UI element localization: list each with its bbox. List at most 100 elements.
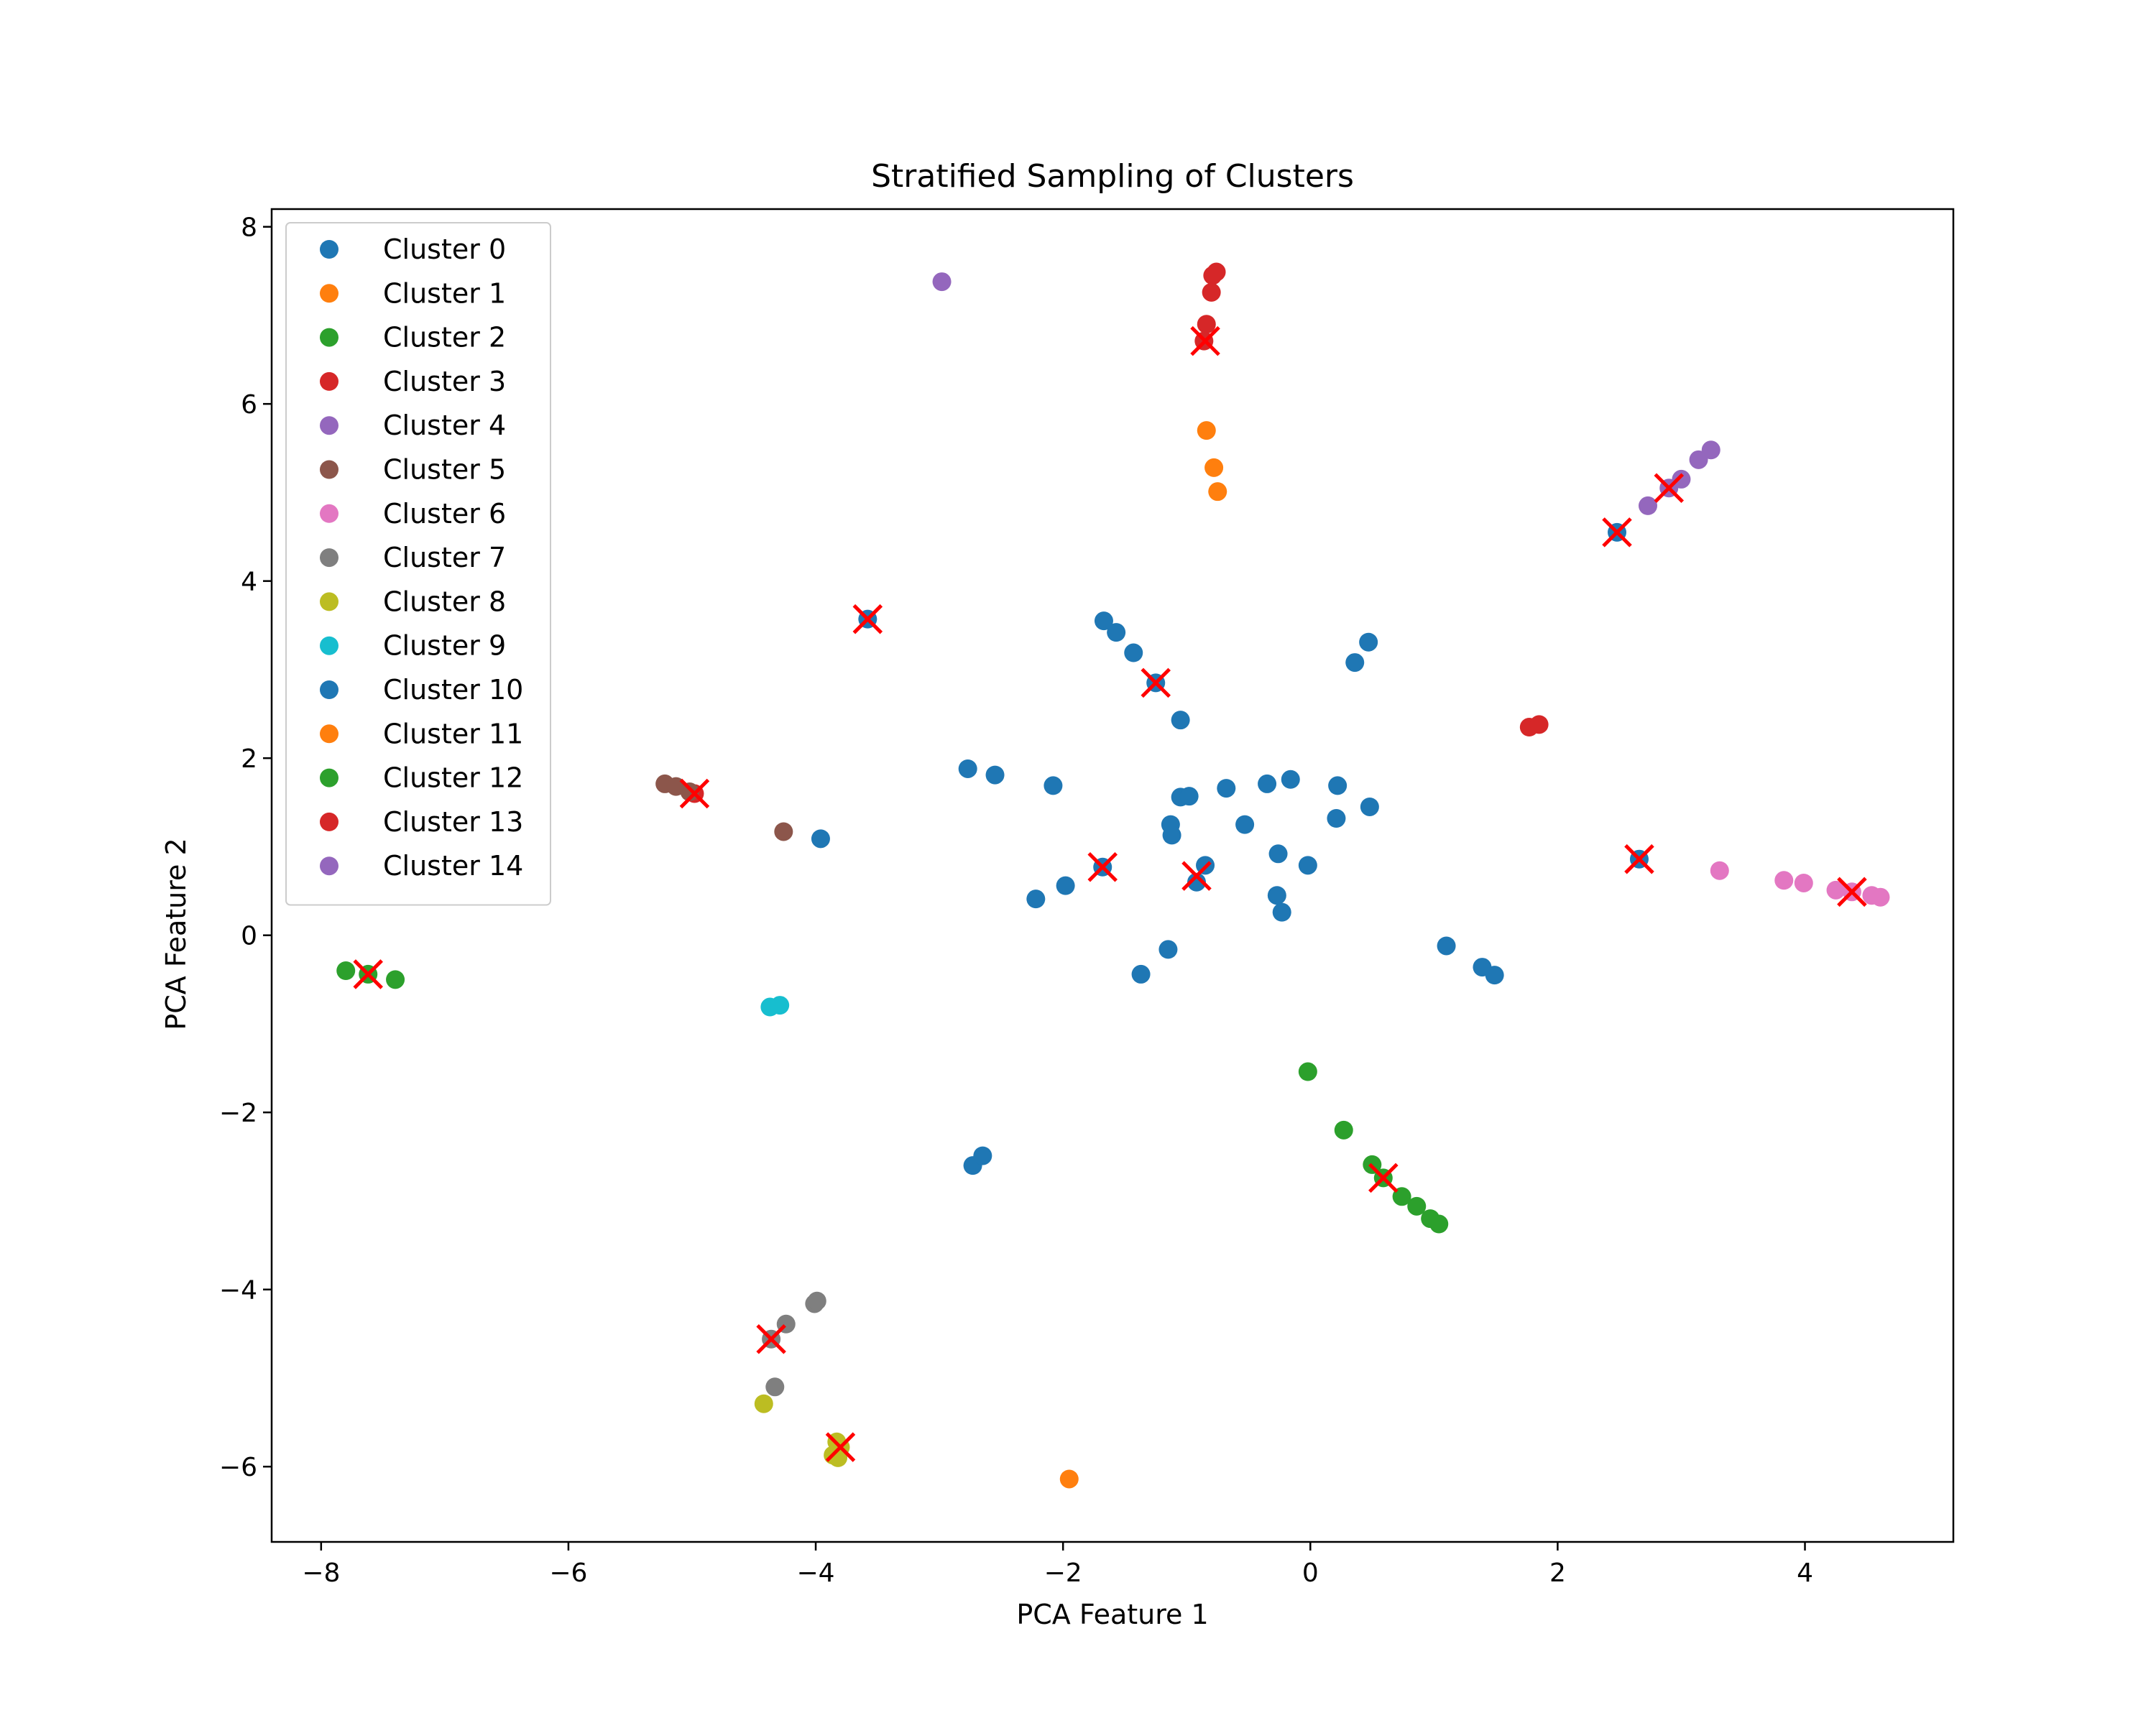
y-tick-label: 6 — [241, 390, 257, 420]
legend-label: Cluster 4 — [383, 410, 506, 441]
sampled-point-marker — [1837, 877, 1867, 907]
data-point — [1298, 1062, 1317, 1081]
data-point — [1485, 966, 1504, 985]
data-point — [1059, 1469, 1079, 1489]
sampled-point-marker — [1181, 861, 1212, 891]
legend-label: Cluster 5 — [383, 454, 506, 486]
sampled-point-marker — [1141, 667, 1171, 698]
x-tick-label: −4 — [797, 1558, 835, 1588]
data-point — [1202, 282, 1221, 302]
data-point — [1360, 797, 1379, 816]
legend-marker — [320, 812, 338, 831]
sampled-point-marker — [1624, 844, 1654, 874]
legend-marker — [320, 460, 338, 479]
y-tick-label: 0 — [241, 922, 257, 951]
data-point — [1179, 787, 1199, 806]
chart-title: Stratified Sampling of Clusters — [871, 158, 1354, 195]
data-point — [1272, 902, 1291, 922]
data-point — [1217, 779, 1236, 798]
legend-label: Cluster 2 — [383, 322, 506, 354]
sampled-point-marker — [1190, 325, 1220, 356]
data-point — [1429, 1214, 1449, 1234]
data-point — [1203, 266, 1222, 285]
sampled-point-marker — [825, 1432, 856, 1462]
data-point — [1171, 711, 1190, 730]
legend-marker — [320, 856, 338, 876]
data-point — [770, 996, 790, 1015]
data-point — [1826, 880, 1846, 900]
data-point — [1298, 856, 1317, 875]
legend-marker — [320, 416, 338, 435]
legend-marker — [320, 680, 338, 699]
y-tick-label: −6 — [219, 1453, 257, 1482]
data-point — [1407, 1196, 1427, 1216]
legend-label: Cluster 1 — [383, 277, 506, 309]
legend-marker — [320, 548, 338, 568]
legend-label: Cluster 3 — [383, 366, 506, 397]
x-tick-label: −2 — [1044, 1558, 1082, 1588]
data-point — [1235, 815, 1255, 834]
y-axis-ticks: −6 −4 −2 0 2 4 6 8 — [219, 213, 272, 1482]
data-point — [1162, 826, 1181, 845]
data-point — [973, 1146, 992, 1165]
data-point — [1672, 469, 1691, 489]
legend-label: Cluster 10 — [383, 674, 523, 706]
legend-label: Cluster 13 — [383, 806, 523, 838]
data-point — [1056, 876, 1075, 895]
x-tick-label: 4 — [1797, 1558, 1813, 1588]
legend-frame — [285, 222, 551, 906]
data-point — [985, 765, 1005, 785]
legend-label: Cluster 9 — [383, 630, 506, 662]
sampled-point-marker — [852, 604, 883, 634]
data-point — [1204, 458, 1224, 477]
data-point — [1327, 809, 1346, 828]
data-point — [1529, 715, 1549, 734]
plot-frame — [270, 208, 1955, 1543]
legend-marker — [320, 768, 338, 787]
data-point — [807, 1291, 826, 1311]
data-point — [386, 970, 405, 989]
data-point — [1345, 653, 1365, 673]
x-axis-ticks: −8 −6 −4 −2 0 2 4 — [302, 1542, 1813, 1588]
data-point — [1124, 643, 1143, 662]
sampled-point-marker — [1368, 1163, 1399, 1193]
data-point — [1208, 482, 1227, 502]
data-point — [1268, 844, 1288, 864]
data-point — [1794, 873, 1813, 892]
data-point — [774, 822, 793, 841]
x-axis-label: PCA Feature 1 — [1016, 1599, 1208, 1630]
data-point — [1359, 632, 1378, 652]
legend-label: Cluster 8 — [383, 586, 506, 617]
data-point — [1267, 886, 1286, 905]
data-point — [1197, 421, 1216, 440]
x-tick-label: 0 — [1302, 1558, 1319, 1588]
y-axis-label: PCA Feature 2 — [160, 838, 192, 1030]
data-point — [1107, 623, 1126, 642]
legend-label: Cluster 7 — [383, 542, 506, 573]
y-tick-label: 8 — [241, 213, 257, 243]
data-point — [1187, 872, 1206, 892]
data-point — [1258, 774, 1277, 793]
legend-marker — [320, 284, 338, 303]
data-point — [811, 829, 830, 849]
data-point — [932, 272, 952, 292]
y-tick-label: −4 — [219, 1276, 257, 1306]
legend-label: Cluster 0 — [383, 234, 506, 265]
data-point — [336, 961, 356, 980]
data-point — [1437, 936, 1456, 956]
data-point — [1281, 770, 1300, 789]
data-point — [1774, 871, 1794, 890]
legend-marker — [320, 592, 338, 611]
legend-marker — [320, 240, 338, 259]
data-point — [754, 1394, 773, 1413]
sampled-point-marker — [1602, 517, 1632, 547]
x-tick-label: 2 — [1549, 1558, 1566, 1588]
data-point — [1701, 440, 1720, 460]
data-point — [1158, 940, 1178, 959]
sampled-point-marker — [1654, 473, 1685, 504]
data-point — [1131, 964, 1151, 984]
sampled-point-marker — [353, 959, 383, 989]
data-point — [680, 782, 699, 802]
